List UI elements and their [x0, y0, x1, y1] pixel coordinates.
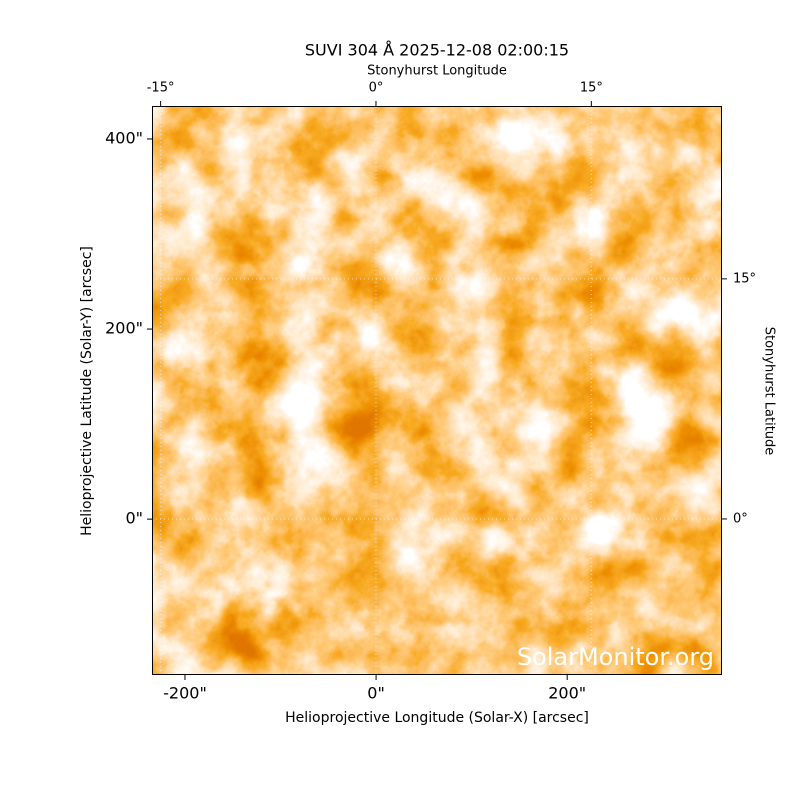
- top-tick-label: 15°: [580, 81, 603, 96]
- x-tick-label: -200": [163, 684, 207, 703]
- top-tick-label: -15°: [147, 81, 175, 96]
- x-tick-label: 0": [367, 684, 385, 703]
- y-tick-label: 400": [105, 128, 143, 147]
- x-tick-label: 200": [548, 684, 586, 703]
- y-tick-label: 200": [105, 319, 143, 338]
- right-tick-label: 15°: [733, 271, 756, 286]
- solar-image: [152, 106, 722, 675]
- right-axis-label: Stonyhurst Latitude: [762, 327, 777, 456]
- plot-frame: [152, 106, 722, 675]
- watermark: SolarMonitor.org: [517, 643, 714, 671]
- chart-title: SUVI 304 Å 2025-12-08 02:00:15: [305, 41, 569, 60]
- top-tick-label: 0°: [369, 81, 384, 96]
- right-tick-label: 0°: [733, 511, 748, 526]
- y-tick-label: 0": [125, 509, 143, 528]
- top-axis-label: Stonyhurst Longitude: [367, 64, 507, 79]
- x-axis-label: Helioprojective Longitude (Solar-X) [arc…: [285, 710, 589, 726]
- y-axis-label: Helioprojective Latitude (Solar-Y) [arcs…: [79, 246, 95, 536]
